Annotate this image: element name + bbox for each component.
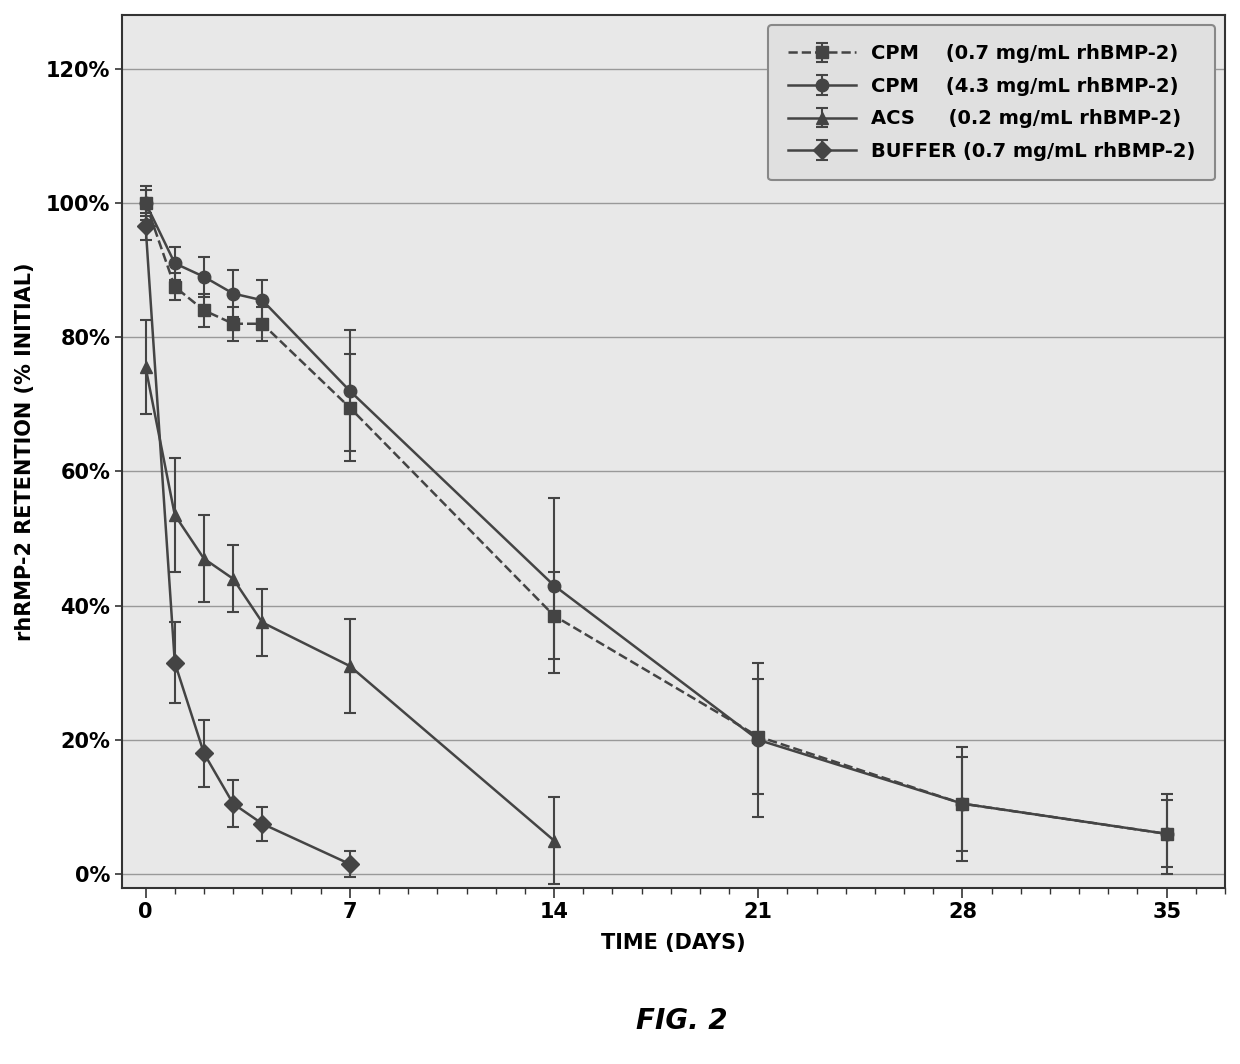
X-axis label: TIME (DAYS): TIME (DAYS) — [601, 933, 746, 953]
Text: FIG. 2: FIG. 2 — [636, 1008, 728, 1035]
Y-axis label: rhRMP-2 RETENTION (% INITIAL): rhRMP-2 RETENTION (% INITIAL) — [15, 262, 35, 641]
Legend: CPM    (0.7 mg/mL rhBMP-2), CPM    (4.3 mg/mL rhBMP-2), ACS     (0.2 mg/mL rhBMP: CPM (0.7 mg/mL rhBMP-2), CPM (4.3 mg/mL … — [769, 24, 1215, 181]
